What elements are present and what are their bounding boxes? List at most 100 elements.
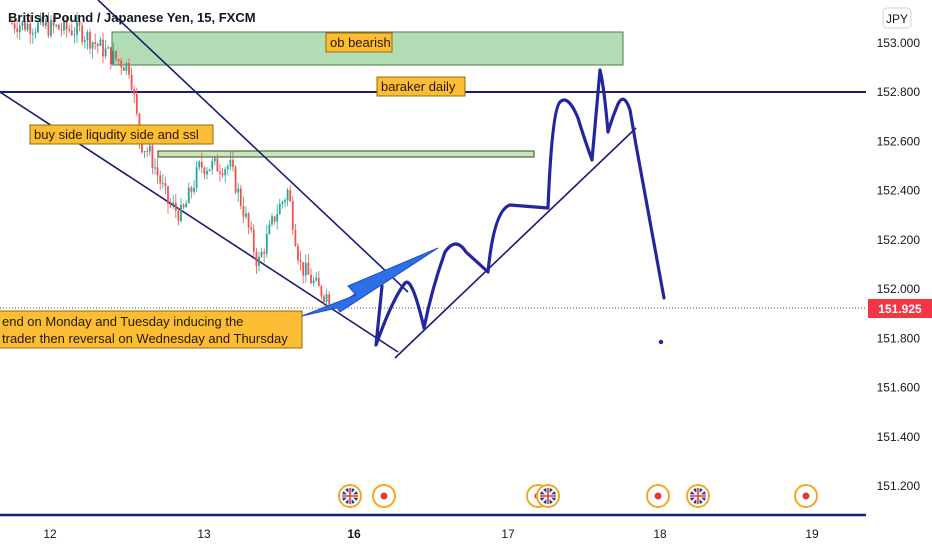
current-price-tag	[868, 299, 932, 318]
candle-up	[125, 63, 128, 71]
jpy-flag-icon[interactable]	[372, 484, 396, 508]
candle-up	[271, 216, 273, 225]
candle-up	[161, 183, 164, 185]
candle-up	[37, 22, 39, 32]
candle-up	[26, 23, 29, 30]
jpy-flag-icon[interactable]	[646, 484, 670, 508]
trend-note-line1: end on Monday and Tuesday inducing the	[2, 314, 243, 329]
gbp-flag-icon[interactable]	[338, 484, 362, 508]
jpy-flag-icon[interactable]	[794, 484, 818, 508]
candle-down	[52, 20, 55, 26]
candle-up	[148, 145, 151, 152]
candle-up	[21, 21, 24, 26]
candle-up	[73, 34, 76, 36]
price-tick-label: 152.800	[877, 85, 921, 99]
candle-down	[219, 171, 221, 174]
candle-up	[187, 187, 190, 204]
candle-up	[44, 21, 47, 26]
time-tick-label: 17	[501, 527, 515, 541]
candle-down	[328, 294, 331, 305]
price-tick-label: 152.400	[877, 184, 921, 198]
currency-badge[interactable]	[882, 7, 912, 29]
candle-down	[42, 16, 45, 26]
ob-bearish-text: ob bearish	[330, 35, 391, 50]
time-tick-label: 19	[805, 527, 819, 541]
candle-down	[302, 262, 305, 276]
candle-down	[323, 296, 325, 302]
buy-side-zone[interactable]	[157, 150, 535, 158]
candle-down	[310, 274, 312, 284]
candlestick-series	[11, 12, 336, 312]
candle-down	[164, 183, 167, 187]
candle-down	[273, 216, 276, 222]
baraker-daily-label-box	[376, 76, 466, 97]
candle-up	[245, 213, 247, 217]
candle-up	[281, 202, 284, 204]
time-axis[interactable]: 12 13 16 17 18 19	[43, 527, 819, 541]
candle-down	[94, 42, 97, 44]
candle-down	[252, 229, 255, 252]
candle-down	[169, 204, 172, 206]
channel-upper-line[interactable]	[97, 0, 409, 293]
candle-down	[130, 74, 133, 90]
candle-down	[263, 251, 266, 254]
candle-down	[47, 21, 50, 36]
time-tick-label: 13	[197, 527, 211, 541]
event-markers[interactable]	[338, 484, 818, 508]
candle-down	[68, 29, 71, 31]
time-tick-label: 18	[653, 527, 667, 541]
price-tick-label: 152.600	[877, 134, 921, 148]
candle-up	[107, 47, 110, 49]
symbol-title: British Pound / Japanese Yen, 15, FXCM	[8, 10, 256, 25]
candle-up	[284, 200, 286, 202]
candle-down	[289, 190, 292, 202]
candle-up	[260, 251, 263, 257]
candle-up	[50, 20, 52, 36]
candle-down	[216, 158, 219, 172]
candle-down	[141, 139, 143, 153]
baraker-daily-label[interactable]: baraker daily	[376, 76, 466, 97]
projected-path[interactable]	[336, 68, 666, 347]
buy-side-text: buy side liqudity side and ssl	[34, 127, 199, 142]
candle-down	[297, 246, 299, 261]
candle-up	[304, 262, 307, 276]
ob-bearish-label-box	[325, 32, 393, 53]
candle-up	[206, 171, 208, 175]
candle-down	[182, 204, 185, 208]
candle-down	[135, 93, 138, 114]
candle-down	[247, 213, 250, 228]
candle-down	[294, 230, 297, 246]
price-axis[interactable]: 153.000 152.800 152.600 152.400 152.200 152.0…	[877, 36, 921, 493]
candle-down	[221, 173, 224, 176]
ob-bearish-label[interactable]: ob bearish	[325, 32, 393, 53]
candle-down	[109, 47, 112, 64]
candle-up	[86, 32, 89, 41]
candle-up	[198, 161, 201, 168]
candle-down	[317, 277, 320, 287]
candle-up	[18, 25, 21, 33]
candle-down	[299, 260, 302, 262]
candle-up	[193, 187, 195, 192]
candle-up	[226, 166, 229, 170]
candle-down	[16, 28, 19, 33]
candle-down	[60, 29, 63, 31]
candle-down	[320, 286, 323, 297]
current-price-text: 151.925	[878, 302, 922, 316]
candle-up	[276, 214, 279, 222]
candle-down	[156, 167, 159, 176]
candle-down	[57, 25, 60, 30]
buy-side-label[interactable]: buy side liqudity side and ssl	[29, 124, 214, 145]
candle-up	[185, 203, 188, 208]
candle-up	[55, 25, 58, 27]
rising-trend-line[interactable]	[394, 127, 637, 359]
candle-up	[172, 202, 175, 205]
gbp-flag-icon[interactable]	[686, 484, 710, 508]
gbp-flag-icon[interactable]	[536, 484, 560, 508]
candle-down	[120, 60, 123, 68]
trend-note-label[interactable]: end on Monday and Tuesday inducing the t…	[0, 310, 303, 349]
candle-down	[307, 262, 310, 275]
price-axis-background[interactable]	[866, 0, 932, 550]
trend-note-label-box	[0, 310, 303, 349]
